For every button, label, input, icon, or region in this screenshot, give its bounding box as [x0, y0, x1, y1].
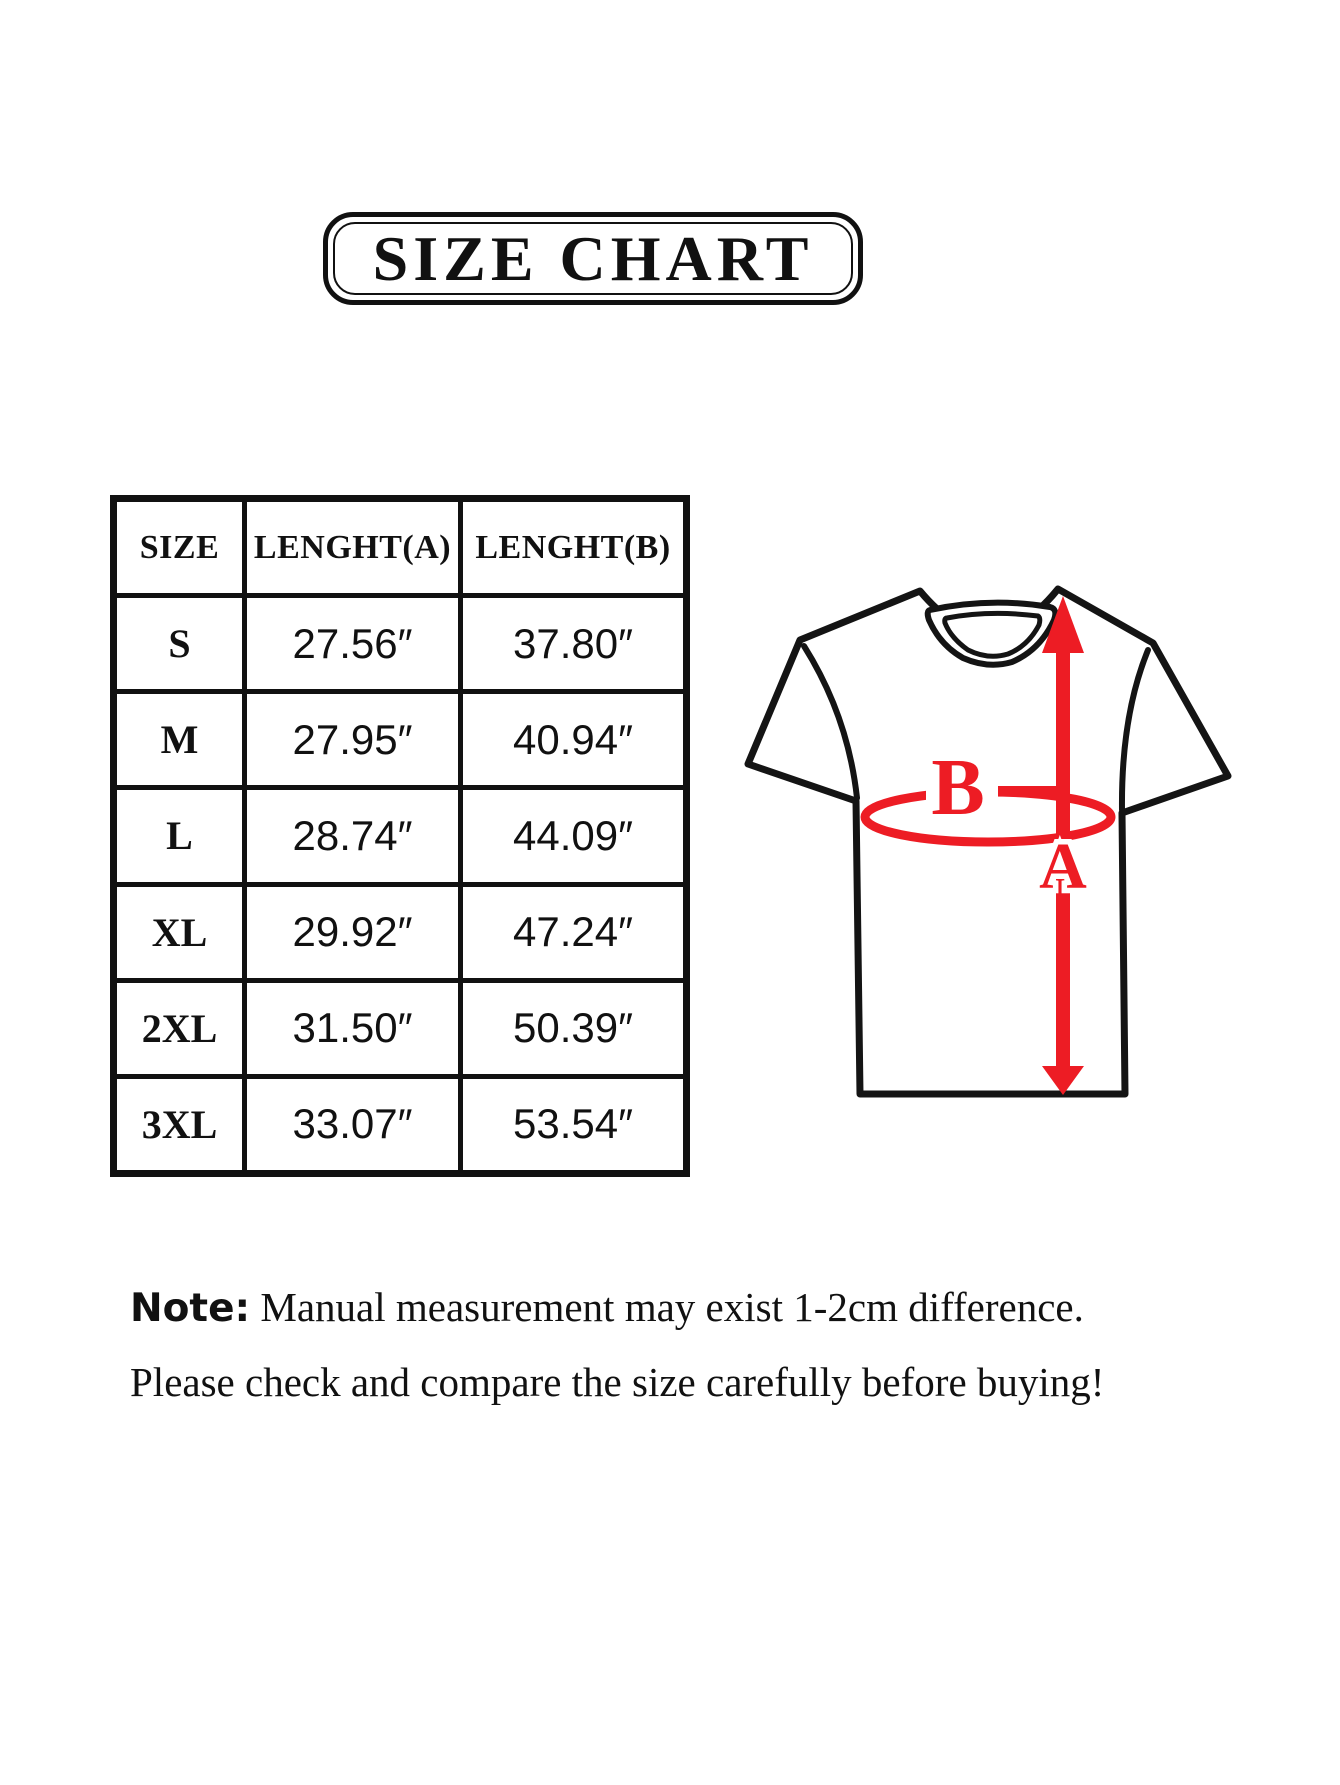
table-row-3xl-size: 3XL [117, 1078, 242, 1170]
size-label: XL [151, 909, 208, 955]
table-row-s-length-a: 27.56″ [247, 598, 458, 690]
table-row-3xl-length-b: 53.54″ [463, 1078, 683, 1170]
table-row-xl-length-a: 29.92″ [247, 886, 458, 978]
value: 27.56″ [292, 619, 413, 667]
table-row-xl-length-b: 47.24″ [463, 886, 683, 978]
table-header-size-label: SIZE [139, 528, 220, 566]
value: 31.50″ [292, 1004, 413, 1052]
length-arrow-shaft [1056, 648, 1070, 1068]
table-header-size: SIZE [117, 502, 242, 594]
table-row-m-length-b: 40.94″ [463, 694, 683, 786]
table-row-l-length-a: 28.74″ [247, 790, 458, 882]
value: 53.54″ [513, 1100, 633, 1148]
table-row-3xl-length-a: 33.07″ [247, 1078, 458, 1170]
value: 29.92″ [292, 908, 413, 956]
sleeve-seam-right-line [1118, 647, 1151, 813]
table-row-2xl-size: 2XL [117, 982, 242, 1074]
table-row-m-length-a: 27.95″ [247, 694, 458, 786]
title-box: SIZE CHART [323, 212, 863, 305]
arrow-down-icon [1042, 1066, 1084, 1095]
page-title: SIZE CHART [372, 222, 814, 294]
label-b-dash [998, 786, 1056, 795]
value: 44.09″ [513, 811, 633, 859]
note-text-1: Manual measurement may exist 1-2cm diffe… [260, 1284, 1084, 1330]
collar-band-inner-line [942, 610, 1043, 659]
table-header-length-a: LENGHT(A) [247, 502, 458, 594]
table-row-l-length-b: 44.09″ [463, 790, 683, 882]
value: 33.07″ [292, 1100, 413, 1148]
table-row-s-length-b: 37.80″ [463, 598, 683, 690]
table-row-2xl-length-a: 31.50″ [247, 982, 458, 1074]
size-table: SIZE LENGHT(A) LENGHT(B) S 27.56″ 37.80″… [110, 495, 690, 1177]
table-row-l-size: L [117, 790, 242, 882]
size-label: M [160, 717, 199, 763]
size-label: S [168, 621, 191, 667]
table-header-length-b-label: LENGHT(B) [475, 528, 671, 566]
measurement-label-a: A [1039, 830, 1087, 903]
sleeve-seam-left-line [801, 643, 860, 801]
note-text-2: Please check and compare the size carefu… [130, 1359, 1105, 1405]
label-b-gap [926, 782, 998, 806]
value: 37.80″ [513, 619, 633, 667]
value: 28.74″ [292, 811, 413, 859]
value: 40.94″ [513, 715, 633, 763]
measurement-label-b: B [931, 744, 984, 832]
arrow-up-icon [1042, 596, 1084, 653]
note-prefix: Note: [130, 1286, 251, 1331]
table-header-length-a-label: LENGHT(A) [253, 528, 452, 566]
note-line-2: Please check and compare the size carefu… [130, 1358, 1104, 1406]
value: 27.95″ [292, 715, 413, 763]
table-row-m-size: M [117, 694, 242, 786]
title-box-inner-border: SIZE CHART [333, 222, 853, 295]
value: 47.24″ [513, 908, 633, 956]
value: 50.39″ [513, 1004, 633, 1052]
table-row-s-size: S [117, 598, 242, 690]
note-line-1: Note: Manual measurement may exist 1-2cm… [130, 1283, 1084, 1331]
size-label: L [166, 813, 193, 859]
table-row-xl-size: XL [117, 886, 242, 978]
size-label: 3XL [141, 1101, 218, 1147]
table-row-2xl-length-b: 50.39″ [463, 982, 683, 1074]
size-label: 2XL [141, 1005, 218, 1051]
tshirt-measurement-diagram: B A [744, 585, 1232, 1098]
table-header-length-b: LENGHT(B) [463, 502, 683, 594]
